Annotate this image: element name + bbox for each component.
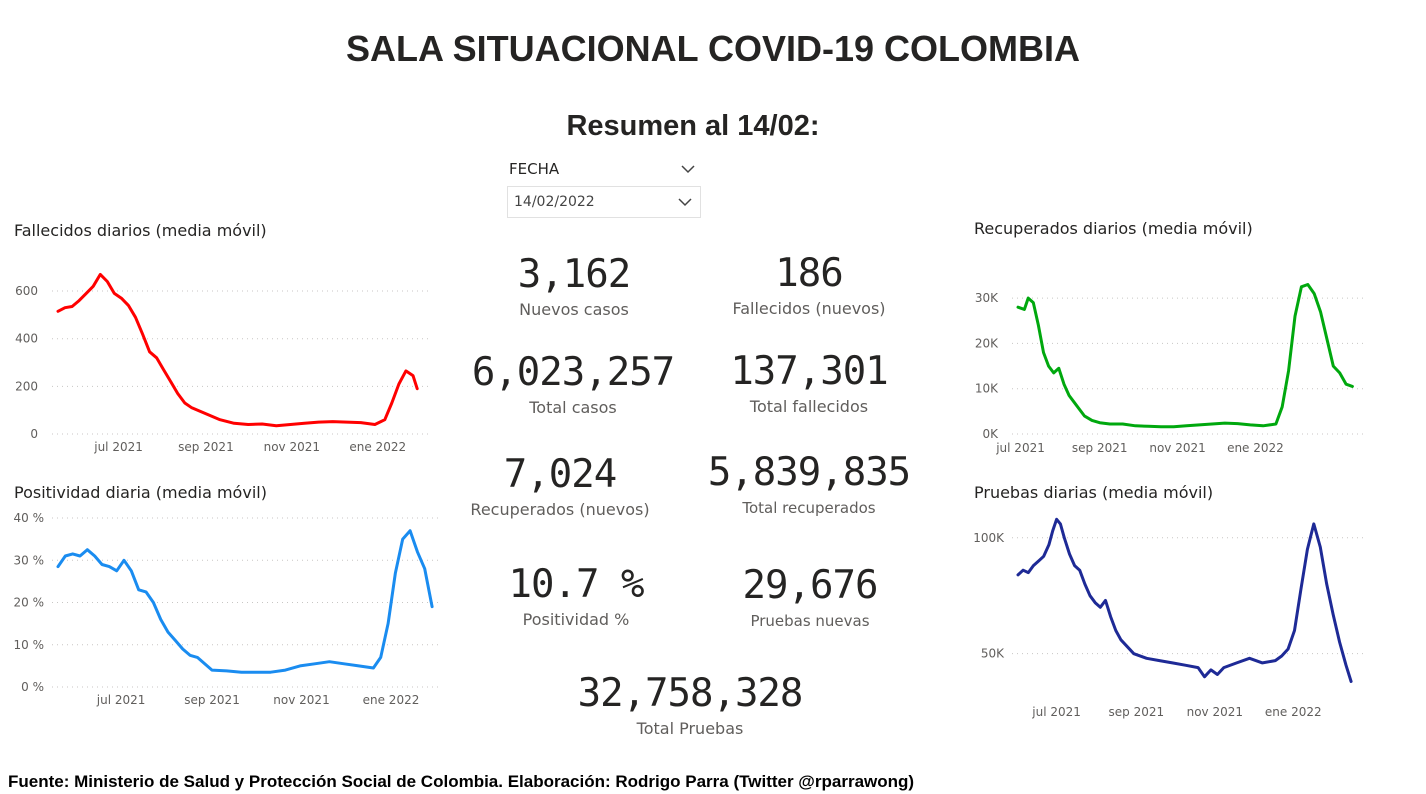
y-tick-label: 10 % [14, 638, 45, 652]
x-tick-label: nov 2021 [1149, 441, 1205, 455]
x-tick-label: ene 2022 [1265, 705, 1322, 719]
kpi-value: 186 [775, 251, 843, 296]
x-tick-label: nov 2021 [273, 693, 329, 707]
y-tick-label: 40 % [14, 511, 45, 525]
slicer-header[interactable]: FECHA [507, 158, 701, 180]
chart-title-recuperados: Recuperados diarios (media móvil) [974, 219, 1253, 238]
x-tick-label: jul 2021 [96, 693, 146, 707]
y-tick-label: 200 [15, 379, 38, 393]
x-tick-label: sep 2021 [178, 440, 234, 454]
kpi-positividad: 10.7 % Positividad % [476, 562, 676, 630]
kpi-total-casos: 6,023,257 Total casos [458, 350, 688, 418]
kpi-value: 3,162 [517, 252, 631, 297]
chart-title-pruebas: Pruebas diarias (media móvil) [974, 483, 1214, 502]
kpi-value: 5,839,835 [707, 450, 911, 495]
x-tick-label: nov 2021 [1187, 705, 1243, 719]
kpi-value: 7,024 [503, 452, 617, 497]
summary-subtitle: Resumen al 14/02: [566, 110, 820, 142]
x-tick-label: jul 2021 [93, 440, 143, 454]
slicer-selected-value: 14/02/2022 [514, 194, 595, 210]
y-tick-label: 0K [982, 427, 999, 441]
kpi-label: Pruebas nuevas [750, 612, 870, 630]
kpi-nuevos-casos: 3,162 Nuevos casos [474, 252, 674, 320]
chart-title-positividad: Positividad diaria (media móvil) [14, 483, 267, 502]
kpi-label: Total Pruebas [636, 719, 744, 738]
kpi-label: Fallecidos (nuevos) [732, 299, 886, 318]
x-tick-label: sep 2021 [1072, 441, 1128, 455]
kpi-total-pruebas: 32,758,328 Total Pruebas [570, 671, 810, 739]
kpi-total-recuperados: 5,839,835 Total recuperados [694, 450, 924, 518]
slicer-dropdown[interactable]: 14/02/2022 [507, 186, 701, 218]
y-tick-label: 10K [975, 382, 999, 396]
y-tick-label: 100K [973, 531, 1005, 545]
kpi-recuperados-nuevos: 7,024 Recuperados (nuevos) [460, 452, 660, 520]
slicer-label: FECHA [509, 160, 560, 178]
kpi-pruebas-nuevas: 29,676 Pruebas nuevas [710, 563, 910, 631]
date-slicer[interactable]: FECHA 14/02/2022 [507, 158, 701, 218]
fallecidos-line-chart[interactable]: 0 200 400 600 jul 2021 sep 2021 nov 2021 ene 20… [0, 245, 440, 460]
chevron-down-icon[interactable] [679, 163, 697, 175]
series-line[interactable] [56, 272, 419, 428]
kpi-value: 10.7 % [508, 562, 645, 607]
y-tick-label: 600 [15, 284, 38, 298]
y-tick-label: 20K [975, 336, 999, 350]
kpi-label: Total fallecidos [749, 397, 869, 416]
kpi-label: Positividad % [522, 610, 630, 629]
y-tick-label: 0 % [21, 680, 44, 694]
kpi-fallecidos-nuevos: 186 Fallecidos (nuevos) [709, 251, 909, 319]
recuperados-line-chart[interactable]: 0K 10K 20K 30K jul 2021 sep 2021 nov 2021 ene 2… [960, 245, 1400, 460]
kpi-label: Recuperados (nuevos) [470, 500, 650, 519]
kpi-value: 6,023,257 [471, 350, 675, 395]
y-tick-label: 20 % [14, 596, 45, 610]
x-tick-label: jul 2021 [1031, 705, 1081, 719]
y-tick-label: 0 [30, 427, 38, 441]
y-tick-label: 30 % [14, 553, 45, 567]
kpi-label: Nuevos casos [519, 300, 629, 319]
y-tick-label: 400 [15, 332, 38, 346]
x-tick-label: sep 2021 [184, 693, 240, 707]
x-tick-label: nov 2021 [264, 440, 320, 454]
kpi-value: 32,758,328 [577, 671, 804, 716]
y-tick-label: 30K [975, 291, 999, 305]
x-tick-label: sep 2021 [1109, 705, 1165, 719]
chevron-down-icon[interactable] [676, 196, 694, 208]
kpi-label: Total casos [529, 398, 617, 417]
page-title: SALA SITUACIONAL COVID-19 COLOMBIA [345, 28, 1081, 69]
series-line[interactable] [1016, 517, 1353, 683]
series-line[interactable] [1016, 283, 1354, 429]
kpi-label: Total recuperados [742, 499, 876, 517]
x-tick-label: jul 2021 [995, 441, 1045, 455]
x-tick-label: ene 2022 [349, 440, 406, 454]
positividad-line-chart[interactable]: 0 % 10 % 20 % 30 % 40 % jul 2021 sep 2021 nov 2… [0, 505, 440, 720]
x-tick-label: ene 2022 [1227, 441, 1284, 455]
pruebas-line-chart[interactable]: 50K 100K jul 2021 sep 2021 nov 2021 ene 2022 [960, 505, 1400, 720]
kpi-value: 137,301 [730, 349, 888, 394]
series-line[interactable] [56, 529, 434, 674]
kpi-total-fallecidos: 137,301 Total fallecidos [694, 349, 924, 417]
x-tick-label: ene 2022 [363, 693, 420, 707]
y-tick-label: 50K [981, 647, 1005, 661]
chart-title-fallecidos: Fallecidos diarios (media móvil) [14, 221, 267, 240]
source-footer: Fuente: Ministerio de Salud y Protección… [8, 772, 915, 791]
kpi-value: 29,676 [742, 563, 879, 608]
